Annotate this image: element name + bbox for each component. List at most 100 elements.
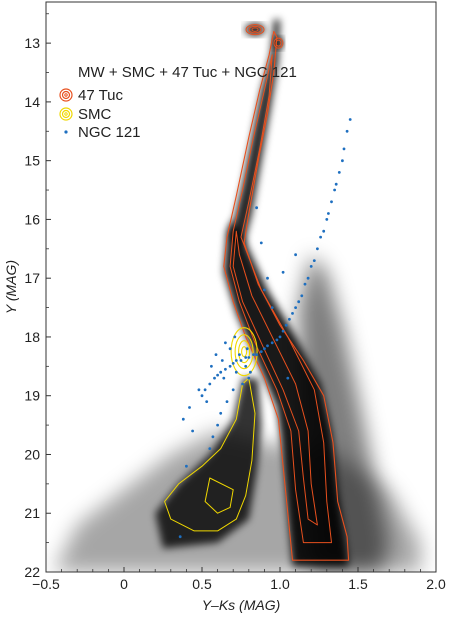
ngc121-point	[325, 218, 329, 221]
ngc121-point	[294, 306, 297, 309]
contour-47tuc-red-clump	[251, 27, 259, 32]
legend-label-47tuc: 47 Tuc	[78, 87, 124, 104]
ngc121-point	[231, 362, 235, 365]
ngc121-point	[300, 294, 304, 298]
ngc121-point	[342, 147, 346, 151]
x-tick-label: 1.5	[348, 576, 368, 592]
legend-title: MW + SMC + 47 Tuc + NGC 121	[78, 64, 297, 81]
ngc121-point	[245, 347, 249, 351]
x-axis: −0.5 0 0.5 1.0 1.5 2.0	[32, 567, 446, 592]
legend-ngc121-point-icon	[64, 130, 68, 134]
ngc121-point	[255, 353, 258, 356]
ngc121-point	[312, 259, 316, 262]
ngc121-point	[247, 376, 251, 380]
ngc121-point	[348, 118, 352, 121]
ngc121-point	[249, 370, 252, 374]
ngc121-point	[208, 382, 212, 386]
ngc121-point	[220, 359, 224, 362]
ngc121-point	[181, 417, 185, 421]
legend-label-smc: SMC	[78, 106, 112, 123]
ngc121-point	[197, 388, 201, 392]
x-tick-label: 0	[120, 576, 128, 592]
ngc121-point	[224, 367, 227, 371]
ngc121-point	[281, 270, 285, 274]
ngc121-point	[233, 335, 237, 339]
ngc121-point	[234, 359, 238, 362]
ngc121-point	[205, 400, 209, 403]
y-tick-label: 14	[24, 94, 40, 110]
ngc121-point	[219, 370, 223, 374]
contour-47tuc-inner	[232, 230, 318, 526]
y-axis-label: Y (MAG)	[3, 260, 19, 314]
ngc121-point	[281, 329, 285, 333]
y-tick-label: 20	[24, 446, 40, 462]
density-layer	[53, 19, 421, 572]
contour-smc-red-clump	[238, 340, 251, 364]
ngc121-point	[255, 206, 258, 210]
ngc121-point	[219, 411, 223, 415]
contour-47tuc-red-clump	[245, 24, 265, 36]
ngc121-point	[263, 288, 266, 292]
ngc121-point	[333, 188, 336, 192]
contour-smc-red-clump	[241, 346, 248, 358]
x-tick-label: 0.5	[192, 576, 212, 592]
ngc121-point	[259, 241, 263, 245]
ngc121-point	[266, 276, 269, 280]
x-tick-label: 1.0	[270, 576, 290, 592]
ngc121-point	[303, 282, 307, 286]
density-agb-clump	[273, 37, 284, 50]
ngc121-point	[247, 356, 251, 359]
y-tick-label: 17	[24, 270, 40, 286]
ngc121-point	[330, 200, 333, 204]
ngc121-point	[225, 400, 229, 403]
ngc121-point	[228, 364, 232, 368]
ngc121-point	[238, 353, 241, 356]
ngc121-point	[291, 312, 294, 315]
ngc121-point	[319, 235, 322, 239]
ngc121-point	[211, 435, 215, 439]
ngc121-point	[284, 323, 288, 327]
y-tick-label: 22	[24, 564, 40, 580]
ngc121-point	[266, 344, 269, 348]
ngc121-points-layer	[178, 118, 352, 539]
ngc121-point	[234, 370, 238, 374]
contour-47tuc-outer	[223, 30, 350, 561]
y-tick-label: 13	[24, 35, 40, 51]
ngc121-point	[241, 382, 245, 386]
x-tick-label: 2.0	[426, 576, 446, 592]
density-47tuc-ms	[223, 219, 349, 567]
ngc121-point	[309, 265, 313, 268]
ngc121-point	[288, 317, 291, 321]
contour-smc-red-clump	[234, 334, 254, 370]
ngc121-point	[228, 347, 232, 351]
contour-47tuc-agb-clump	[275, 39, 282, 47]
ngc121-point	[191, 429, 195, 433]
ngc121-point	[278, 335, 282, 339]
contour-47tuc-mid	[229, 54, 332, 544]
ngc121-point	[297, 300, 301, 304]
density-smc-ms	[155, 378, 262, 549]
ngc121-point	[263, 347, 266, 351]
ngc121-point	[322, 229, 326, 233]
ngc121-point	[337, 171, 341, 174]
ngc121-point	[294, 253, 297, 257]
x-tick-label: −0.5	[32, 576, 60, 592]
y-tick-label: 21	[24, 505, 40, 521]
contour-47tuc-agb-clump	[273, 37, 284, 49]
legend: MW + SMC + 47 Tuc + NGC 121 47 Tuc SMC	[59, 64, 297, 141]
contour-47tuc-red-clump	[248, 25, 262, 34]
ngc121-point	[334, 182, 338, 186]
ngc121-point	[270, 306, 274, 309]
ngc121-point	[244, 364, 248, 368]
ngc121-point	[208, 447, 212, 450]
contour-smc-ms-inner	[204, 477, 234, 514]
y-axis: 13 14 15 16 17 18 19 20 21 22	[24, 13, 51, 580]
ngc121-point	[178, 535, 182, 539]
legend-47tuc-contour-icon	[59, 88, 73, 102]
ngc121-point	[216, 373, 220, 377]
y-tick-label: 18	[24, 329, 40, 345]
ngc121-point	[316, 247, 319, 251]
ngc121-point	[327, 212, 330, 215]
